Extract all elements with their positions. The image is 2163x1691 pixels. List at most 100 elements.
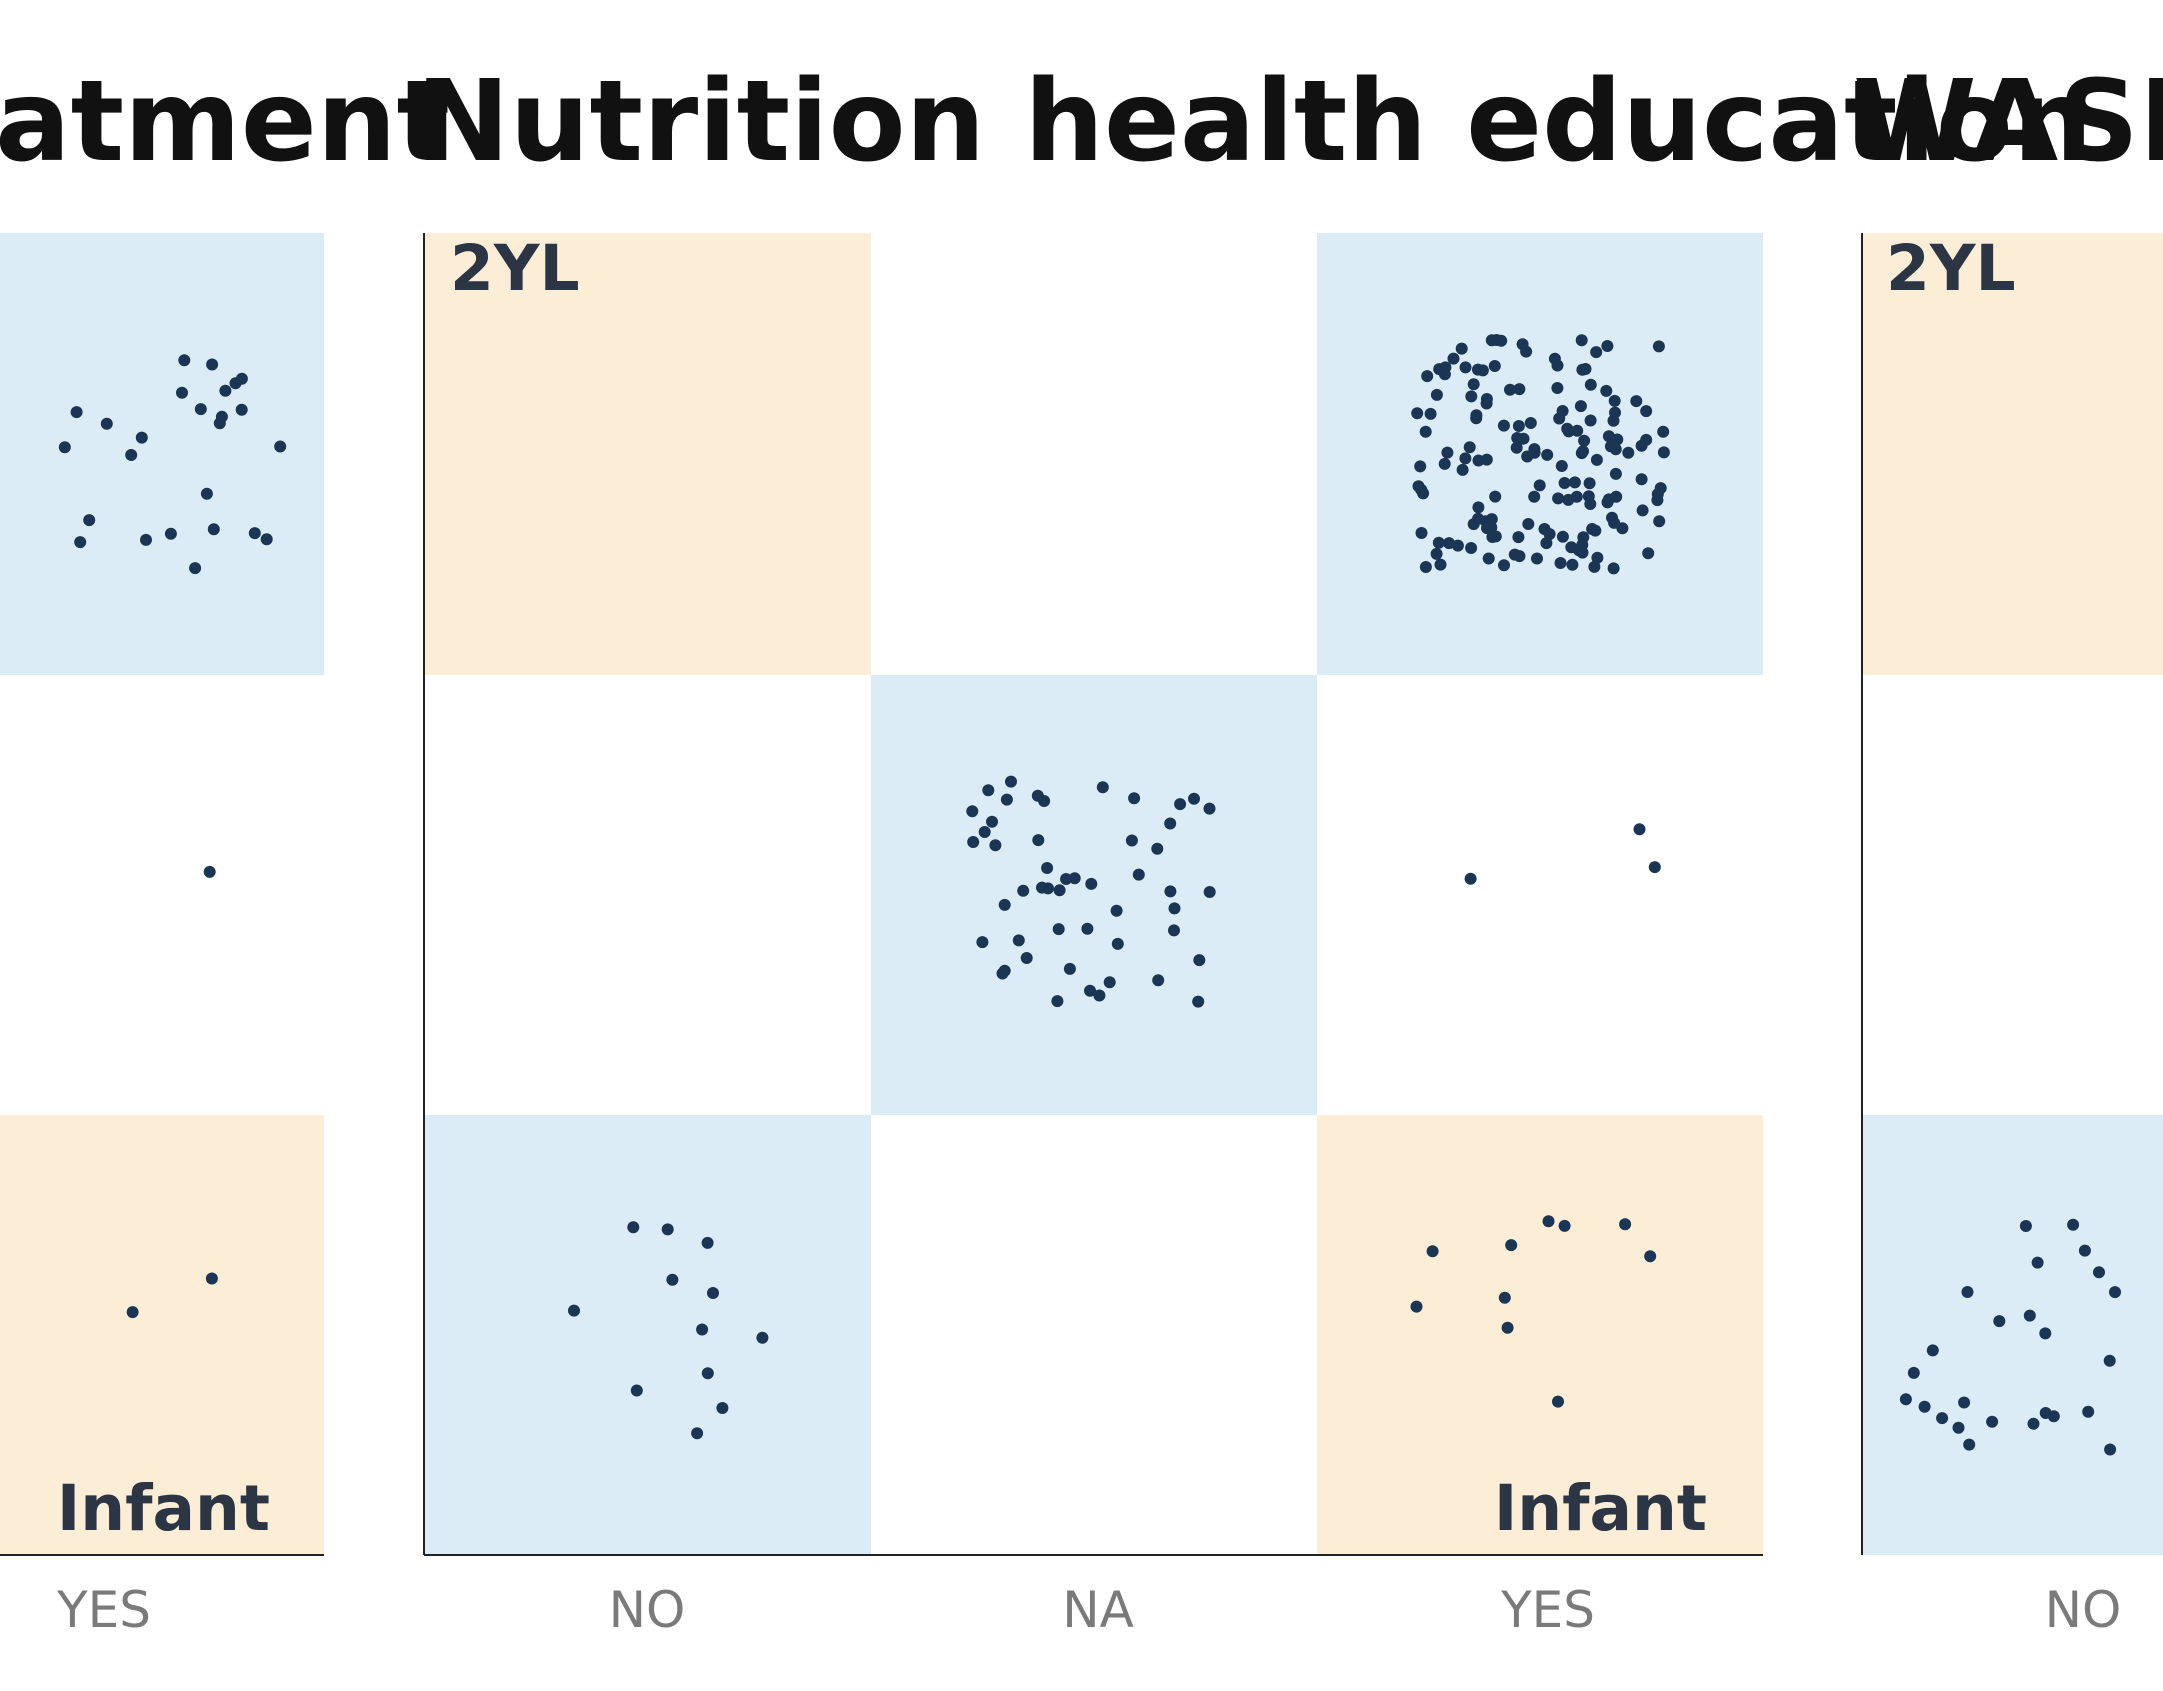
data-point (1426, 1245, 1439, 1258)
right-corner-label-top-left: 2YL (1886, 232, 2016, 305)
data-point (1110, 904, 1123, 917)
left-corner-label-bottom-right: Infant (57, 1472, 270, 1545)
data-point (1640, 433, 1653, 446)
data-point (1472, 512, 1485, 525)
data-point (235, 372, 248, 385)
data-point (2104, 1443, 2117, 1456)
data-point (1606, 511, 1618, 524)
data-point (1497, 419, 1510, 432)
cell-bg-0-na-na (871, 675, 1317, 1115)
data-point (1017, 884, 1030, 897)
data-point (1636, 504, 1649, 517)
data-point (164, 527, 177, 540)
data-point (1642, 547, 1655, 560)
data-point (1504, 383, 1516, 396)
center-x-tick-no: NO (609, 1581, 686, 1639)
data-point (1472, 501, 1485, 514)
data-point (1419, 425, 1432, 438)
data-point (1447, 352, 1460, 365)
cell-bg-1-yes-yes (0, 233, 324, 675)
data-point (260, 533, 273, 546)
data-point (274, 440, 287, 453)
data-point (1575, 447, 1588, 460)
data-point (1456, 463, 1469, 476)
data-point (1574, 400, 1587, 413)
data-point (976, 936, 989, 949)
data-point (1918, 1400, 1931, 1413)
data-point (1032, 834, 1045, 847)
data-point (1958, 1396, 1971, 1409)
data-point (998, 964, 1011, 977)
data-point (1644, 1250, 1657, 1263)
data-point (1020, 952, 1033, 964)
data-point (1524, 417, 1537, 429)
data-point (966, 805, 979, 818)
data-point (1522, 518, 1535, 530)
data-point (1986, 1415, 1999, 1428)
cell-bg-0-no-no (424, 1115, 871, 1555)
data-point (248, 527, 261, 540)
data-point (978, 826, 991, 838)
data-point (1081, 922, 1094, 935)
data-point (83, 514, 96, 527)
data-point (125, 449, 138, 461)
data-point (203, 865, 216, 878)
data-point (2103, 1354, 2116, 1367)
data-point (1480, 453, 1493, 466)
data-point (1576, 546, 1589, 559)
data-point (1485, 513, 1498, 526)
data-point (1430, 547, 1443, 560)
data-point (1619, 1218, 1632, 1231)
data-point (1455, 342, 1468, 355)
data-point (1417, 487, 1430, 500)
data-point (986, 815, 998, 828)
data-point (1541, 448, 1554, 461)
data-point (1441, 446, 1454, 459)
data-point (1630, 395, 1643, 408)
data-point (100, 417, 113, 430)
data-point (716, 1402, 729, 1414)
data-point (1589, 524, 1602, 537)
data-point (135, 431, 148, 444)
data-point (1578, 434, 1591, 447)
cell-bg-0-no-na (424, 675, 871, 1115)
data-point (1060, 873, 1073, 885)
data-point (1084, 984, 1096, 997)
data-point (2082, 1405, 2095, 1418)
data-point (2067, 1218, 2080, 1231)
data-point (1132, 868, 1145, 881)
data-point (989, 839, 1002, 852)
data-point (1490, 334, 1503, 346)
data-point (1031, 789, 1044, 802)
data-point (1552, 1395, 1564, 1408)
data-point (2093, 1266, 2105, 1279)
data-point (1531, 552, 1543, 565)
data-point (1583, 477, 1596, 490)
data-point (1510, 441, 1523, 454)
data-point (1188, 792, 1200, 805)
data-point (1584, 414, 1597, 427)
data-point (200, 487, 213, 500)
data-point (1952, 1421, 1965, 1434)
data-point (1540, 537, 1553, 550)
data-point (1513, 383, 1526, 396)
data-point (1505, 1239, 1518, 1252)
data-point (1533, 479, 1546, 492)
data-point (1584, 378, 1597, 391)
cell-bg-2-no-no (1862, 1115, 2163, 1555)
data-point (1434, 558, 1447, 571)
data-point (213, 417, 226, 430)
data-point (1459, 452, 1472, 465)
data-point (2039, 1327, 2052, 1340)
data-point (1192, 995, 1205, 1008)
data-point (1419, 561, 1432, 573)
data-point (1590, 453, 1603, 466)
data-point (707, 1287, 719, 1299)
data-point (1556, 405, 1569, 417)
data-point (1566, 558, 1579, 571)
data-point (1438, 368, 1451, 381)
data-point (1424, 407, 1437, 420)
data-point (1520, 345, 1533, 358)
data-point (1556, 530, 1569, 543)
data-point (1451, 539, 1464, 552)
